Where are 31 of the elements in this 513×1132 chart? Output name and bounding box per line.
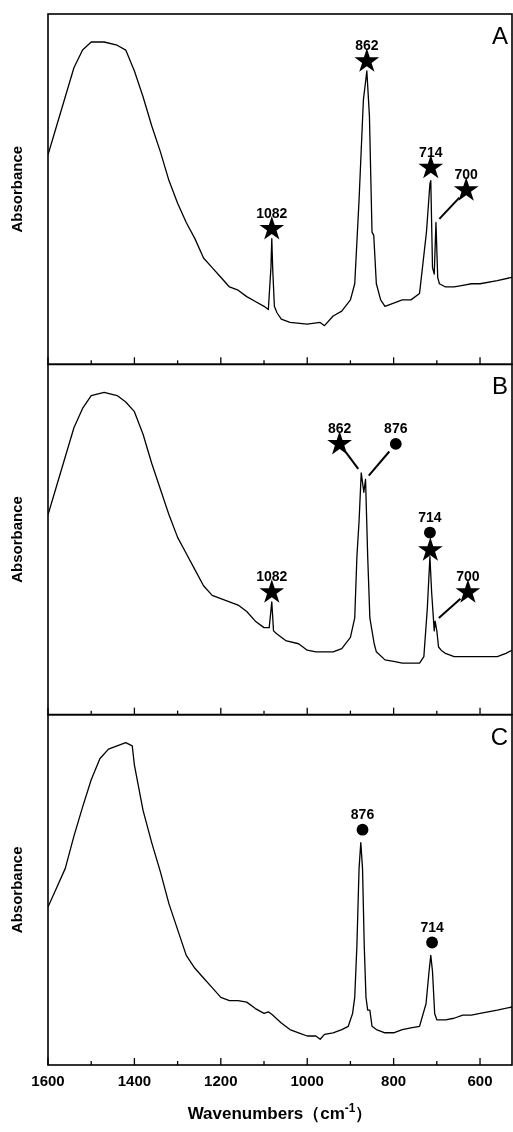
annotation: 700 xyxy=(454,166,479,183)
x-axis-title: Wavenumbers（cm$^{-1}$） xyxy=(187,1101,373,1123)
y-axis-title: Absorbance xyxy=(8,496,25,583)
annotation: 714 xyxy=(420,918,444,935)
point xyxy=(389,438,402,450)
annotation: 862 xyxy=(355,37,379,54)
x-tick-label: 600 xyxy=(467,1072,493,1089)
chart-title: A xyxy=(491,22,508,49)
y-axis-title: Absorbance xyxy=(8,846,25,934)
point xyxy=(259,579,285,603)
annotation: 714 xyxy=(418,508,442,525)
point xyxy=(354,48,380,72)
annotation: 876 xyxy=(384,419,408,436)
annotation: 700 xyxy=(456,568,480,585)
annotation: 1082 xyxy=(256,568,288,585)
chart-title: C xyxy=(490,722,508,750)
x-tick-label: 1400 xyxy=(117,1072,152,1089)
point xyxy=(455,579,481,603)
x-tick-label: 800 xyxy=(381,1072,407,1089)
y-axis-title: Absorbance xyxy=(8,145,25,233)
x-tick-label: 1600 xyxy=(31,1072,65,1089)
x-tick-label: 1000 xyxy=(290,1072,324,1089)
annotation: 1082 xyxy=(256,204,288,221)
point xyxy=(424,526,436,539)
annotation: 862 xyxy=(327,419,352,436)
annotation: 876 xyxy=(350,805,375,822)
x-tick-label: 1200 xyxy=(204,1072,238,1089)
point xyxy=(417,537,443,561)
chart-title: B xyxy=(491,372,508,400)
point xyxy=(453,177,479,201)
annotation: 714 xyxy=(419,143,443,160)
